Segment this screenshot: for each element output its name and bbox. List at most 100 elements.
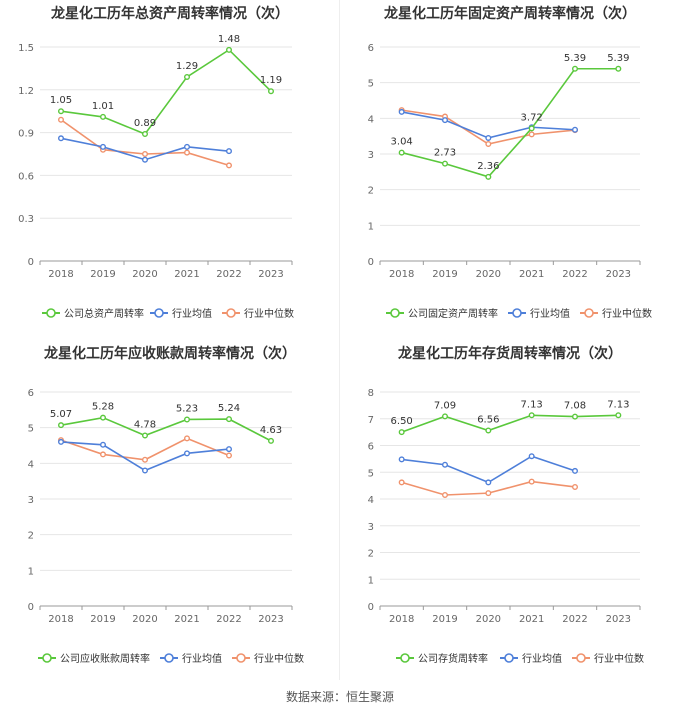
- data-point-avg: [571, 467, 578, 474]
- legend-item-company[interactable]: 公司固定资产周转率: [386, 307, 498, 320]
- data-point-company: [441, 160, 448, 167]
- data-point-company: [615, 412, 622, 419]
- y-tick-label: 4: [368, 114, 374, 125]
- x-tick-label: 2019: [432, 614, 457, 625]
- y-tick-label: 1: [28, 566, 34, 577]
- x-tick-label: 2023: [606, 614, 631, 625]
- data-point-avg: [183, 450, 190, 457]
- data-label: 0.89: [134, 118, 156, 129]
- x-tick-label: 2020: [132, 614, 157, 625]
- data-point-company: [441, 413, 448, 420]
- legend-item-company[interactable]: 公司存货周转率: [396, 652, 488, 665]
- data-point-avg: [225, 148, 232, 155]
- total-asset-turnover-chart: 龙星化工历年总资产周转率情况（次） 0 0.3 0.6 0.9 1.2 1.5 2018 201…: [0, 0, 340, 340]
- legend-item-company[interactable]: 公司总资产周转率: [42, 307, 144, 320]
- data-label: 4.63: [260, 425, 282, 436]
- data-label: 3.04: [391, 137, 413, 148]
- data-source-note: 数据来源：恒生聚源: [285, 690, 394, 704]
- data-point-company: [615, 65, 622, 72]
- y-tick-label: 8: [368, 388, 374, 399]
- data-label: 2.73: [434, 148, 456, 159]
- y-tick-label: 5: [368, 79, 374, 90]
- x-tick-label: 2022: [216, 269, 241, 280]
- data-point-avg: [485, 134, 492, 141]
- data-label: 5.39: [607, 53, 629, 64]
- legend-item-median[interactable]: 行业中位数: [222, 307, 294, 320]
- data-point-company: [571, 413, 578, 420]
- data-point-company: [528, 412, 535, 419]
- data-label: 2.36: [477, 161, 499, 172]
- chart-svg: 龙星化工历年固定资产周转率情况（次） 0 1 2 3 4 5 6 2018 2019 2020 202…: [368, 5, 652, 320]
- legend-label: 公司总资产周转率: [64, 307, 144, 320]
- y-tick-label: 1: [368, 575, 374, 586]
- series-line-avg: [401, 455, 576, 484]
- legend-label: 公司固定资产周转率: [408, 307, 498, 320]
- legend-label: 行业均值: [530, 307, 570, 320]
- data-label: 5.39: [564, 53, 586, 64]
- data-label: 7.09: [434, 400, 456, 411]
- y-tick-label: 1.2: [18, 86, 34, 97]
- data-point-median: [571, 483, 578, 490]
- data-point-company: [528, 125, 535, 132]
- inventory-turnover-chart: 龙星化工历年存货周转率情况（次） 0 1 2 3 4 5 6 7 8 2018 2019 2020 202…: [340, 340, 680, 680]
- data-point-median: [58, 116, 65, 123]
- series-line-avg: [60, 441, 230, 472]
- y-tick-label: 0: [28, 257, 34, 268]
- legend-item-avg[interactable]: 行业均值: [508, 307, 570, 320]
- data-label: 1.29: [176, 61, 198, 72]
- x-tick-label: 2023: [606, 269, 631, 280]
- legend-item-avg[interactable]: 行业均值: [150, 307, 212, 320]
- legend-item-median[interactable]: 行业中位数: [232, 652, 304, 665]
- legend-label: 行业中位数: [254, 652, 304, 665]
- data-point-avg: [398, 456, 405, 463]
- data-point-company: [398, 429, 405, 436]
- x-tick-label: 2022: [562, 269, 587, 280]
- data-point-avg: [141, 156, 148, 163]
- legend-label: 行业均值: [172, 307, 212, 320]
- fixed-asset-turnover-chart: 龙星化工历年固定资产周转率情况（次） 0 1 2 3 4 5 6 2018 2019 2020 202…: [340, 0, 680, 340]
- legend-item-median[interactable]: 行业中位数: [572, 652, 644, 665]
- x-tick-label: 2022: [562, 614, 587, 625]
- x-tick-label: 2019: [432, 269, 457, 280]
- data-point-company: [141, 131, 148, 138]
- data-point-median: [485, 141, 492, 148]
- x-tick-label: 2021: [519, 614, 544, 625]
- data-point-median: [183, 149, 190, 156]
- data-label: 3.72: [521, 112, 543, 123]
- data-label: 7.13: [607, 399, 629, 410]
- data-point-company: [183, 73, 190, 80]
- y-tick-label: 2: [368, 549, 374, 560]
- data-point-median: [225, 452, 232, 459]
- x-tick-label: 2021: [174, 269, 199, 280]
- y-tick-label: 1: [368, 221, 374, 232]
- data-point-median: [141, 150, 148, 157]
- data-point-median: [528, 131, 535, 138]
- data-label: 7.13: [521, 399, 543, 410]
- x-tick-label: 2020: [476, 269, 501, 280]
- chart-title: 龙星化工历年固定资产周转率情况（次）: [383, 5, 636, 22]
- panel-separator: [339, 0, 340, 680]
- data-point-median: [398, 479, 405, 486]
- x-tick-label: 2021: [174, 614, 199, 625]
- data-point-company: [58, 422, 65, 429]
- data-point-company: [99, 414, 106, 421]
- data-point-median: [183, 435, 190, 442]
- y-tick-label: 6: [368, 43, 374, 54]
- y-tick-label: 4: [368, 495, 374, 506]
- series-line-company: [60, 48, 272, 136]
- data-label: 1.05: [50, 95, 72, 106]
- legend-item-company[interactable]: 公司应收账款周转率: [38, 652, 150, 665]
- y-tick-label: 2: [28, 531, 34, 542]
- x-tick-label: 2019: [90, 614, 115, 625]
- chart-title: 龙星化工历年总资产周转率情况（次）: [50, 5, 289, 22]
- data-label: 6.56: [477, 415, 499, 426]
- legend-item-avg[interactable]: 行业均值: [500, 652, 562, 665]
- y-tick-label: 3: [368, 150, 374, 161]
- legend-item-avg[interactable]: 行业均值: [160, 652, 222, 665]
- data-point-avg: [58, 438, 65, 445]
- legend-item-median[interactable]: 行业中位数: [580, 307, 652, 320]
- data-point-avg: [58, 135, 65, 142]
- y-tick-label: 3: [28, 495, 34, 506]
- data-point-median: [528, 478, 535, 485]
- data-point-avg: [99, 143, 106, 150]
